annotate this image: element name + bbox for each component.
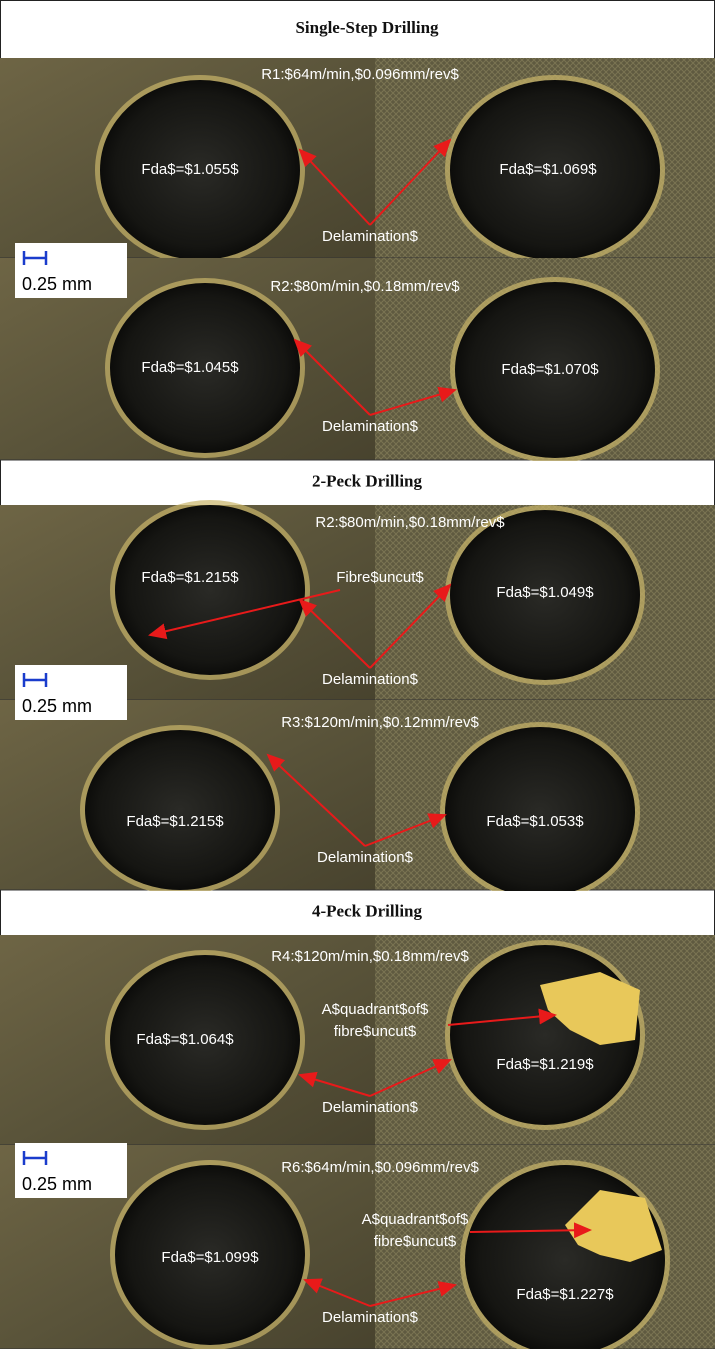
arrow xyxy=(369,1059,452,1097)
condition-caption: R6:$64m/min,$0.096mm/rev$ xyxy=(281,1159,479,1176)
section-title: 2-Peck Drilling xyxy=(312,471,423,490)
scale-label: 0.25 mm xyxy=(22,274,92,294)
fda-label: Fda$=$1.227$ xyxy=(516,1286,614,1303)
fda-label: Fda$=$1.049$ xyxy=(496,584,594,601)
scale-box xyxy=(15,243,127,298)
delamination-label: Delamination$ xyxy=(322,1099,419,1116)
arrow xyxy=(369,583,452,669)
arrow xyxy=(266,753,366,847)
arrow xyxy=(293,338,371,416)
scale-label: 0.25 mm xyxy=(22,1174,92,1194)
fda-label: Fda$=$1.215$ xyxy=(126,813,224,830)
section-title: Single-Step Drilling xyxy=(295,18,439,37)
section-header xyxy=(1,891,714,934)
annotation-label: A$quadrant$of$ xyxy=(362,1211,469,1228)
delamination-label: Delamination$ xyxy=(317,849,414,866)
delamination-label: Delamination$ xyxy=(322,671,419,688)
fda-label: Fda$=$1.219$ xyxy=(496,1056,594,1073)
fda-label: Fda$=$1.215$ xyxy=(141,569,239,586)
condition-caption: R2:$80m/min,$0.18mm/rev$ xyxy=(270,278,460,295)
fda-label: Fda$=$1.069$ xyxy=(499,161,597,178)
delamination-label: Delamination$ xyxy=(322,418,419,435)
condition-caption: R1:$64m/min,$0.096mm/rev$ xyxy=(261,66,459,83)
section-header xyxy=(1,1,714,57)
arrow xyxy=(369,386,457,416)
arrow xyxy=(298,1071,371,1097)
annotation-label: fibre$uncut$ xyxy=(374,1233,457,1250)
arrow xyxy=(369,1281,457,1307)
scale-label: 0.25 mm xyxy=(22,696,92,716)
drilled-hole xyxy=(450,80,660,260)
arrow xyxy=(369,138,452,226)
section-header xyxy=(1,461,714,504)
fda-label: Fda$=$1.064$ xyxy=(136,1031,234,1048)
arrow xyxy=(148,589,341,640)
scale-bar xyxy=(22,1151,48,1165)
arrow xyxy=(298,148,371,226)
fda-label: Fda$=$1.045$ xyxy=(141,359,239,376)
scale-bar xyxy=(22,251,48,265)
drilled-hole xyxy=(110,283,300,453)
scale-box xyxy=(15,665,127,720)
drilled-hole xyxy=(450,510,640,680)
arrow xyxy=(469,1222,592,1239)
arrow xyxy=(303,1278,371,1307)
fda-label: Fda$=$1.099$ xyxy=(161,1249,259,1266)
fda-label: Fda$=$1.053$ xyxy=(486,813,584,830)
annotation-label: Fibre$uncut$ xyxy=(336,569,424,586)
arrow xyxy=(298,598,371,669)
uncut-fibre xyxy=(565,1190,662,1262)
arrow xyxy=(447,1008,557,1026)
drilled-hole xyxy=(85,730,275,890)
section-title: 4-Peck Drilling xyxy=(312,901,423,920)
fda-label: Fda$=$1.055$ xyxy=(141,161,239,178)
scale-box xyxy=(15,1143,127,1198)
condition-caption: R4:$120m/min,$0.18mm/rev$ xyxy=(271,948,469,965)
condition-caption: R2:$80m/min,$0.18mm/rev$ xyxy=(315,514,505,531)
drilled-hole xyxy=(115,1165,305,1345)
delamination-label: Delamination$ xyxy=(322,1309,419,1326)
annotation-label: fibre$uncut$ xyxy=(334,1023,417,1040)
drilled-hole xyxy=(115,505,305,675)
condition-caption: R3:$120m/min,$0.12mm/rev$ xyxy=(281,714,479,731)
arrow xyxy=(364,813,447,847)
drilled-hole xyxy=(445,727,635,897)
fda-label: Fda$=$1.070$ xyxy=(501,361,599,378)
uncut-fibre xyxy=(540,972,640,1045)
scale-bar xyxy=(22,673,48,687)
annotation-label: A$quadrant$of$ xyxy=(322,1001,429,1018)
drilled-hole xyxy=(110,955,300,1125)
drilled-hole xyxy=(100,80,300,260)
delamination-label: Delamination$ xyxy=(322,228,419,245)
drilled-hole xyxy=(455,282,655,458)
